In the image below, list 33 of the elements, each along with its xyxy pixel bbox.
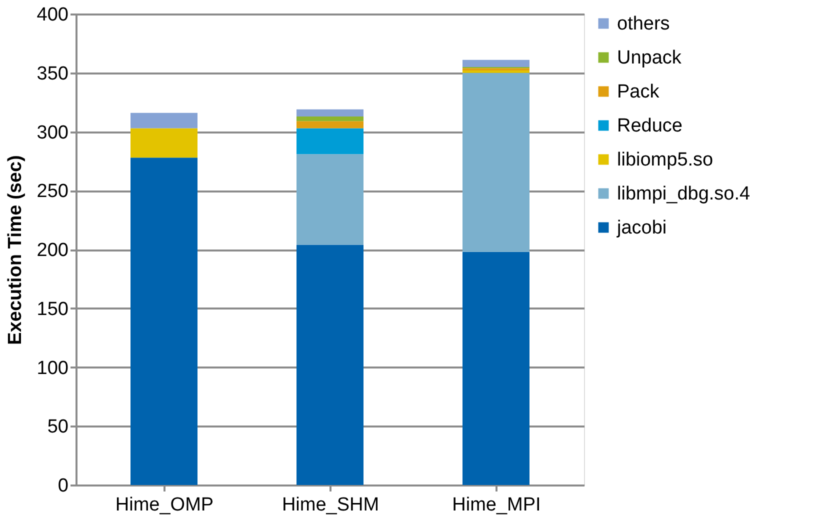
- y-tick-label: 50: [47, 416, 68, 438]
- x-tick-label: Hime_SHM: [282, 494, 380, 516]
- bar: [296, 116, 364, 122]
- bar: [296, 109, 364, 116]
- bar: [462, 60, 530, 67]
- y-tick-label: 150: [36, 298, 68, 320]
- bar: [296, 128, 364, 154]
- bar: [130, 112, 198, 128]
- x-tick-label: Hime_OMP: [115, 494, 214, 516]
- bar: [462, 252, 530, 485]
- bar: [296, 244, 364, 485]
- y-tick-label: 100: [36, 358, 68, 379]
- legend-label: others: [617, 14, 670, 34]
- bar: [296, 121, 364, 128]
- y-tick-label: 0: [58, 476, 68, 496]
- bar: [462, 68, 530, 71]
- y-axis-title: Execution Time (sec): [4, 155, 26, 345]
- legend-label: Unpack: [617, 48, 682, 68]
- bar: [296, 154, 364, 245]
- y-tick-label: 300: [36, 122, 68, 144]
- y-tick-label: 350: [36, 63, 68, 84]
- y-tick-label: 200: [36, 240, 68, 261]
- legend-label: Reduce: [617, 116, 682, 136]
- y-tick-label: 400: [36, 4, 68, 26]
- legend-label: libmpi_dbg.so.4: [617, 184, 751, 204]
- y-tick-label: 250: [36, 181, 68, 202]
- legend-label: Pack: [617, 82, 660, 102]
- x-tick-label: Hime_MPI: [452, 494, 541, 516]
- legend-label: jacobi: [616, 218, 667, 238]
- bar: [130, 158, 198, 485]
- bar: [130, 128, 198, 158]
- legend-label: libiomp5.so: [617, 150, 714, 170]
- bar: [462, 72, 530, 252]
